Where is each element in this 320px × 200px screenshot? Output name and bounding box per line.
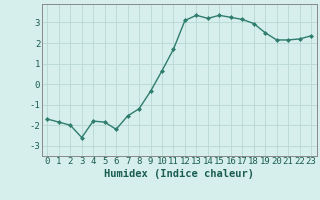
X-axis label: Humidex (Indice chaleur): Humidex (Indice chaleur)	[104, 169, 254, 179]
